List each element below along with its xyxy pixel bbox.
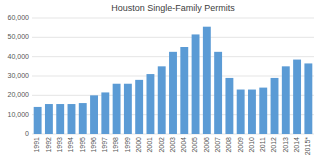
bar (146, 74, 154, 134)
y-tick-label: 60,000 (8, 14, 30, 21)
bar (237, 90, 245, 134)
bar (101, 92, 109, 134)
bar (293, 60, 301, 134)
y-tick-label: 30,000 (8, 72, 30, 79)
bar (124, 84, 132, 134)
y-tick-label: 40,000 (8, 53, 30, 60)
bar (259, 88, 267, 134)
y-tick-label: 0 (25, 130, 29, 137)
bar (180, 47, 188, 134)
title: Houston Single-Family Permits (111, 3, 235, 13)
x-tick-label: 2015* (304, 137, 311, 156)
x-tick-label: 1995 (79, 137, 86, 153)
x-tick-label: 2009 (237, 137, 244, 153)
x-tick-label: 1996 (90, 137, 97, 153)
x-tick-label: 2010 (248, 137, 255, 153)
bar (34, 107, 42, 134)
x-tick-label: 2012 (270, 137, 277, 153)
bar (192, 34, 200, 134)
y-tick-label: 50,000 (8, 33, 30, 40)
x-tick-label: 1991 (33, 137, 40, 153)
bar (169, 52, 177, 134)
y-tick-label: 10,000 (8, 111, 30, 118)
x-tick-label: 2011 (259, 137, 266, 152)
x-tick-label: 1992 (45, 137, 52, 153)
x-tick-label: 2006 (203, 137, 210, 153)
bar (45, 104, 53, 134)
bar (225, 78, 233, 134)
bar (135, 80, 143, 134)
bar (90, 95, 98, 134)
bar (214, 52, 222, 134)
bar (56, 104, 64, 134)
x-axis: 1991 1992 1993 1994 1995 1996 1997 1998 1999 2000… (33, 137, 311, 156)
chart: Houston Single-Family Permits 0 10,000 20,0… (0, 0, 320, 162)
x-tick-label: 2007 (214, 137, 221, 153)
x-tick-label: 2004 (180, 137, 187, 153)
bar (113, 84, 121, 134)
x-tick-label: 2014 (293, 137, 300, 153)
y-axis: 0 10,000 20,000 30,000 40,000 50,000 60,000 (8, 14, 314, 137)
x-tick-label: 2003 (169, 137, 176, 153)
x-tick-label: 1999 (124, 137, 131, 153)
x-tick-label: 1998 (112, 137, 119, 153)
bar (282, 66, 290, 134)
bars (34, 27, 313, 134)
grid-line (32, 37, 314, 38)
x-tick-label: 2002 (158, 137, 165, 153)
x-tick-label: 1994 (67, 137, 74, 153)
x-tick-label: 2000 (135, 137, 142, 153)
x-tick-label: 2005 (191, 137, 198, 153)
bar (304, 63, 312, 134)
bar (271, 78, 279, 134)
bar (68, 104, 76, 134)
bar (203, 27, 211, 134)
x-tick-label: 1993 (56, 137, 63, 153)
x-tick-label: 1997 (101, 137, 108, 153)
x-tick-label: 2013 (282, 137, 289, 153)
y-tick-label: 20,000 (8, 91, 30, 98)
bar (79, 103, 87, 134)
grid-line (32, 18, 314, 19)
bar (158, 66, 166, 134)
bar (248, 90, 256, 134)
x-tick-label: 2008 (225, 137, 232, 153)
x-tick-label: 2001 (146, 137, 153, 153)
